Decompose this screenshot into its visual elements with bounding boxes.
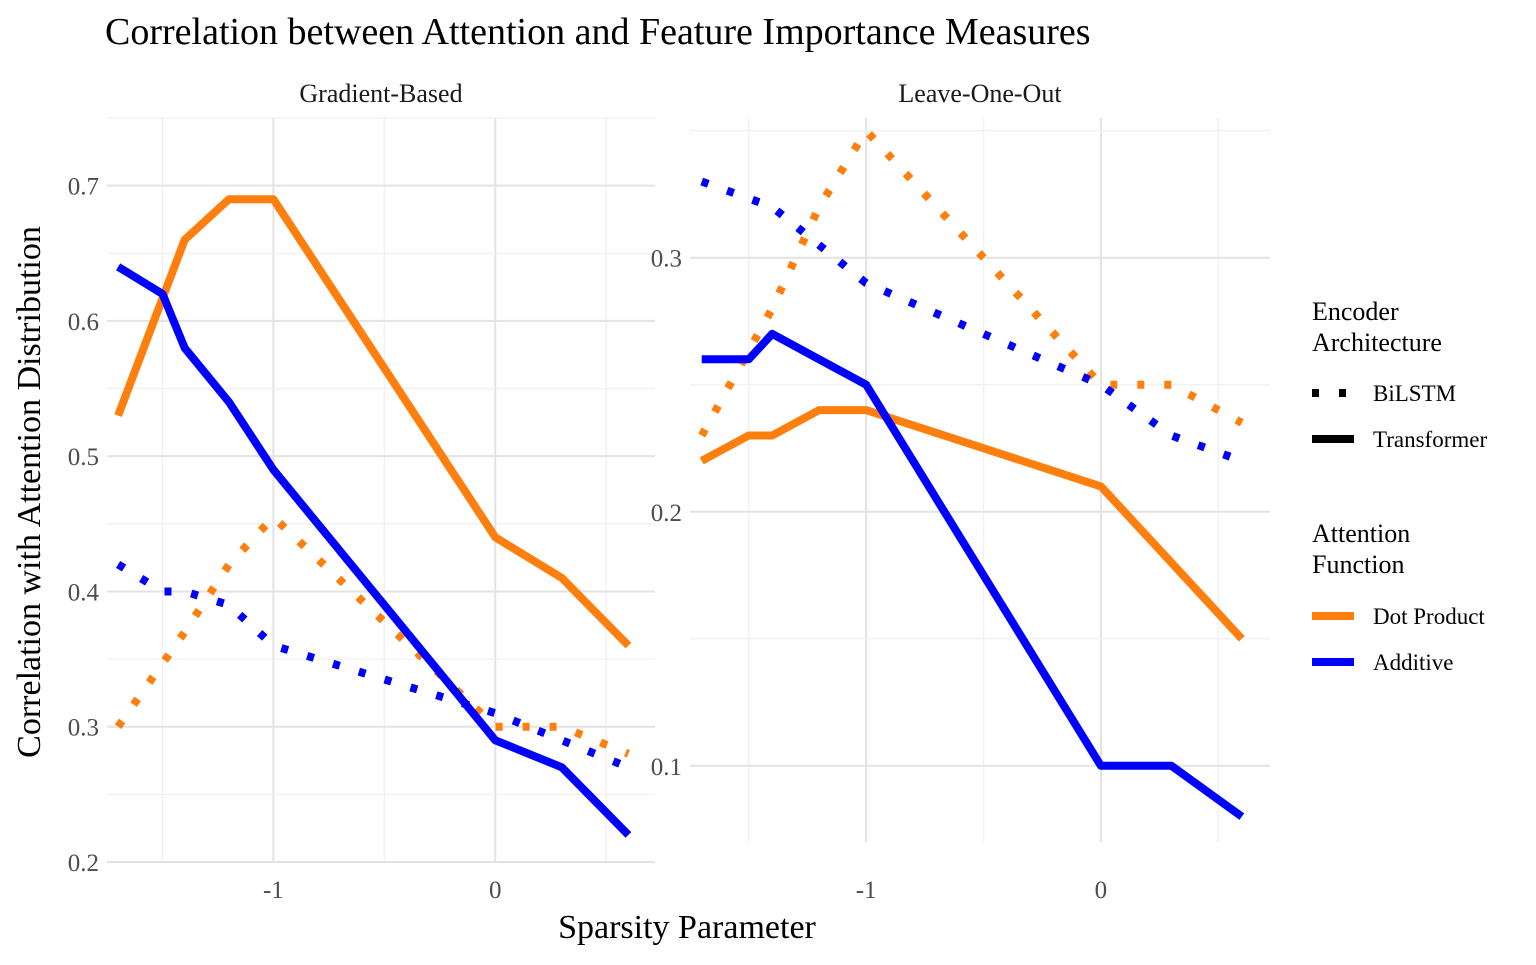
x-tick-label: 0	[1095, 877, 1108, 904]
y-tick-label: 0.2	[651, 500, 682, 527]
text-layer: Correlation between Attention and Featur…	[11, 11, 1107, 946]
legend-label-additive: Additive	[1373, 650, 1454, 675]
series-line-additive-transformer	[116, 263, 632, 838]
series-line-dot-product-transformer	[114, 195, 632, 649]
series-line-dot-product-bilstm	[114, 513, 630, 758]
series-layer	[114, 126, 1245, 838]
x-axis-title: Sparsity Parameter	[558, 909, 816, 946]
y-axis-title: Correlation with Attention Distribution	[11, 226, 48, 758]
y-tick-label: 0.3	[68, 715, 99, 742]
series-line-additive-bilstm	[116, 560, 630, 772]
y-tick-label: 0.2	[68, 850, 99, 877]
legend-label-transformer: Transformer	[1373, 427, 1487, 452]
y-tick-label: 0.5	[68, 444, 99, 471]
series-line-dot-product-transformer	[699, 406, 1245, 642]
y-tick-label: 0.7	[68, 174, 99, 201]
x-tick-label: -1	[263, 877, 284, 904]
legend-title-attention: Function	[1312, 550, 1404, 579]
x-tick-label: 0	[489, 877, 502, 904]
x-tick-label: -1	[856, 877, 877, 904]
legend-title-encoder: Encoder	[1312, 297, 1399, 326]
series-line-additive-transformer	[701, 329, 1245, 820]
y-tick-label: 0.6	[68, 309, 99, 336]
panel-strip-label: Gradient-Based	[299, 79, 462, 108]
series-line-additive-bilstm	[700, 177, 1244, 465]
legend-label-bilstm: BiLSTM	[1373, 381, 1456, 406]
y-tick-label: 0.4	[68, 579, 100, 606]
series-line-dot-product-bilstm	[698, 126, 1244, 438]
legend-title-encoder: Architecture	[1312, 328, 1442, 357]
y-tick-label: 0.1	[651, 754, 682, 781]
legend-label-dot-product: Dot Product	[1373, 604, 1485, 629]
panel-strip-label: Leave-One-Out	[898, 79, 1062, 108]
chart-title: Correlation between Attention and Featur…	[105, 11, 1091, 53]
legend-title-attention: Attention	[1312, 519, 1410, 548]
y-tick-label: 0.3	[651, 246, 682, 273]
